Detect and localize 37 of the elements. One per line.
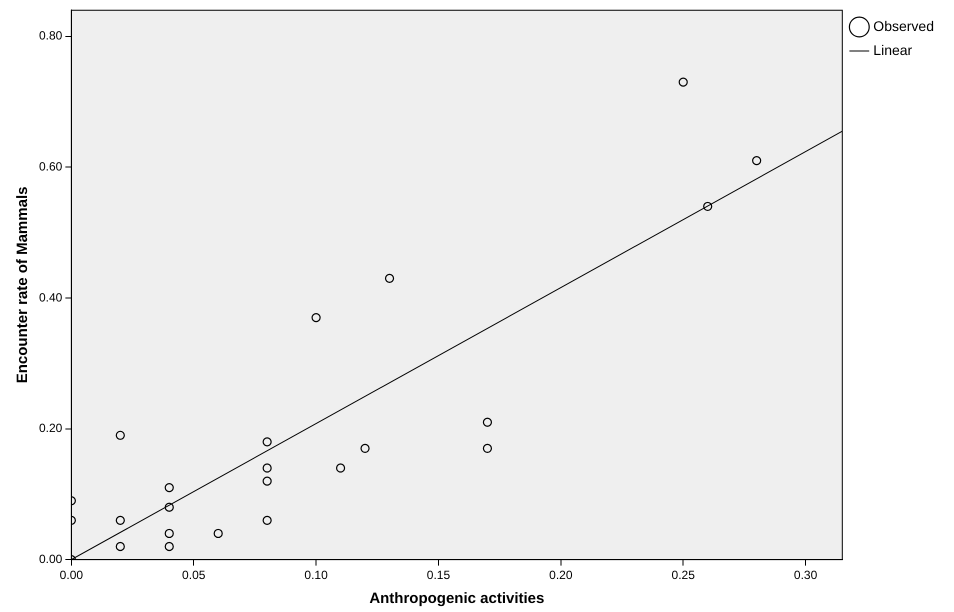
y-axis-title: Encounter rate of Mammals — [14, 186, 32, 384]
x-tick-label: 0.20 — [549, 568, 573, 582]
x-tick-label: 0.25 — [672, 568, 696, 582]
point — [312, 313, 321, 322]
point — [164, 528, 174, 538]
point — [164, 502, 174, 512]
point — [482, 444, 492, 454]
x-tick-label: 0.10 — [304, 568, 328, 582]
point — [164, 542, 174, 552]
y-tick-label: 0.40 — [38, 290, 63, 304]
point — [482, 418, 492, 427]
x-tick-label: 0.05 — [182, 568, 206, 582]
point — [164, 483, 174, 492]
point — [360, 444, 370, 454]
y-tick-label: 0.00 — [38, 552, 63, 566]
point — [384, 274, 394, 283]
point — [262, 476, 272, 486]
point — [116, 516, 125, 525]
point — [116, 542, 125, 552]
x-tick-label: 0.00 — [60, 568, 84, 582]
y-tick-label: 0.20 — [38, 421, 63, 436]
x-axis-title: Anthropogenic activities — [369, 590, 544, 608]
point — [262, 437, 272, 446]
legend-label: Linear — [873, 42, 913, 58]
legend-label: Observed — [873, 18, 934, 34]
point — [678, 78, 688, 87]
y-tick-label: 0.80 — [38, 28, 63, 43]
point — [752, 156, 762, 166]
point — [336, 463, 346, 473]
x-tick-label: 0.30 — [794, 568, 818, 582]
point — [262, 516, 272, 525]
y-tick-label: 0.60 — [38, 159, 63, 174]
point — [703, 202, 712, 212]
point — [262, 463, 272, 473]
x-tick-label: 0.15 — [426, 568, 450, 582]
point — [214, 528, 223, 538]
point — [116, 430, 125, 440]
